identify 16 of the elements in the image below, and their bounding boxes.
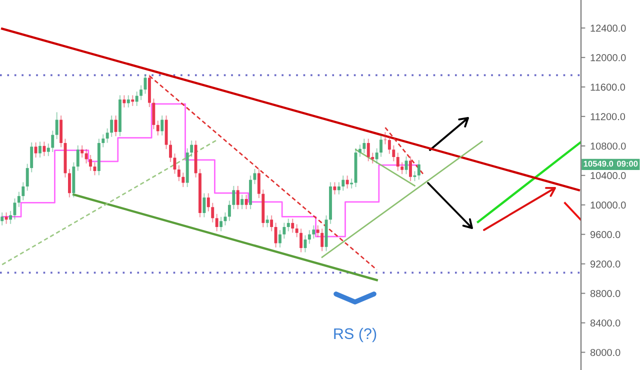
y-tick-label: 11200.0 (590, 113, 626, 120)
y-tick-label: 8400.0 (590, 319, 620, 327)
y-tick-label: 12000.0 (590, 54, 626, 62)
y-tick-label: 10400.0 (590, 172, 626, 180)
y-tick-label: 8800.0 (590, 290, 620, 298)
y-tick-label: 8000.0 (590, 348, 620, 356)
y-tick-label: 11600.0 (590, 84, 626, 91)
candlestick (413, 171, 416, 182)
y-tick-label: 9200.0 (590, 260, 620, 268)
annotation: RS (?) (334, 328, 376, 342)
y-tick-label: 12400.0 (590, 24, 626, 32)
y-tick-label: 10000.0 (590, 202, 626, 209)
y-tick-label: 9600.0 (590, 231, 620, 238)
text: 09:00 (617, 160, 638, 167)
text: 10549.0 (584, 160, 614, 167)
y-tick-label: 10800.0 (590, 142, 626, 150)
